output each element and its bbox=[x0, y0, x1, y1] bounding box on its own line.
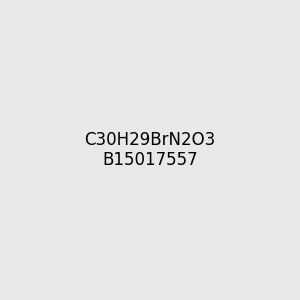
Text: C30H29BrN2O3
B15017557: C30H29BrN2O3 B15017557 bbox=[84, 130, 216, 170]
